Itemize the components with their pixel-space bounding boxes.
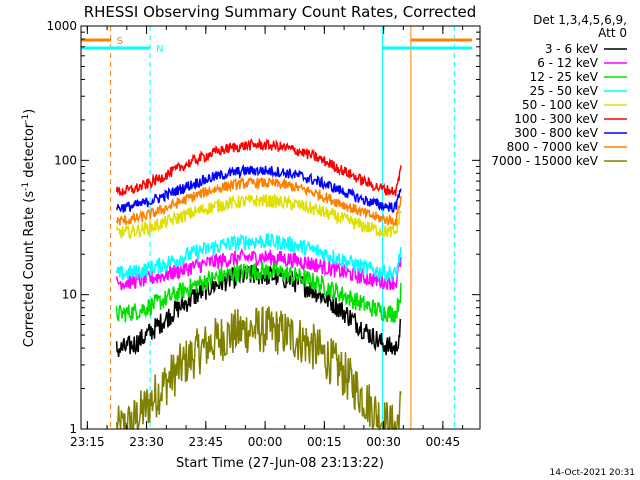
x-tick-label-4: 00:15 <box>307 435 342 449</box>
y-axis-label: Corrected Count Rate (s-1 detector-1) <box>21 109 37 347</box>
y-axis-label-end: ) <box>22 109 37 114</box>
series-line-6 <box>115 163 402 213</box>
y-tick-label-1: 10 <box>62 288 77 302</box>
legend-label-0: 3 - 6 keV <box>545 42 599 56</box>
flag-bars: SN <box>81 36 473 55</box>
y-axis-label-sup1: -1 <box>21 182 31 191</box>
x-tick-label-5: 00:30 <box>366 435 401 449</box>
x-tick-label-3: 00:00 <box>248 435 283 449</box>
footer-timestamp: 14-Oct-2021 20:31 <box>550 468 635 478</box>
legend-label-6: 300 - 800 keV <box>514 126 598 140</box>
y-tick-label-3: 1000 <box>46 19 77 33</box>
y-tick-label-2: 100 <box>54 153 77 167</box>
x-tick-label-2: 23:45 <box>189 435 224 449</box>
series-line-5 <box>115 137 402 197</box>
series-line-3 <box>115 233 402 282</box>
legend-label-5: 100 - 300 keV <box>514 112 598 126</box>
legend-label-8: 7000 - 15000 keV <box>491 154 598 168</box>
y-axis-label-mid: detector <box>22 122 37 182</box>
y-axis-label-main: Corrected Count Rate (s <box>22 191 37 348</box>
legend-label-2: 12 - 25 keV <box>530 70 599 84</box>
x-axis: 23:15 23:30 23:45 00:00 00:15 00:30 00:45 <box>70 26 464 449</box>
y-axis: 1 10 100 1000 <box>46 19 480 436</box>
x-tick-label-1: 23:30 <box>129 435 164 449</box>
legend-label-1: 6 - 12 keV <box>537 56 599 70</box>
legend-header-line2: Att 0 <box>598 26 627 40</box>
y-axis-label-sup2: -1 <box>21 114 31 123</box>
series-line-7 <box>115 176 402 229</box>
legend-header-line1: Det 1,3,4,5,6,9, <box>533 13 627 27</box>
flag-label-S: S <box>117 36 123 47</box>
series-line-2 <box>115 261 402 323</box>
legend-label-4: 50 - 100 keV <box>522 98 599 112</box>
data-series <box>115 137 402 432</box>
x-axis-label: Start Time (27-Jun-08 23:13:22) <box>176 456 384 471</box>
legend-label-3: 25 - 50 keV <box>530 84 599 98</box>
flag-label-N: N <box>156 44 163 55</box>
series-line-0 <box>115 264 402 357</box>
legend-label-7: 800 - 7000 keV <box>507 140 599 154</box>
x-tick-label-6: 00:45 <box>426 435 461 449</box>
plot-frame <box>80 25 481 430</box>
chart-title: RHESSI Observing Summary Count Rates, Co… <box>84 3 477 21</box>
y-tick-label-0: 1 <box>69 422 77 436</box>
series-line-8 <box>115 306 402 432</box>
x-tick-label-0: 23:15 <box>70 435 105 449</box>
series-line-4 <box>115 194 402 240</box>
